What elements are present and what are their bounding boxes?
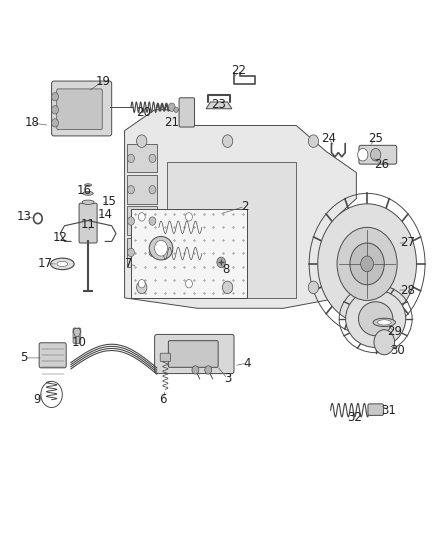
Circle shape: [223, 281, 233, 294]
Bar: [127, 144, 157, 173]
Circle shape: [337, 228, 397, 301]
Text: 13: 13: [16, 211, 31, 223]
Circle shape: [371, 149, 381, 161]
Circle shape: [168, 103, 175, 111]
Circle shape: [155, 240, 167, 256]
Text: 28: 28: [400, 284, 415, 296]
Ellipse shape: [57, 261, 68, 266]
Text: 14: 14: [98, 208, 113, 221]
FancyBboxPatch shape: [73, 328, 81, 343]
Circle shape: [205, 366, 212, 374]
Ellipse shape: [374, 330, 395, 355]
Bar: [127, 175, 157, 204]
Circle shape: [223, 135, 233, 148]
Circle shape: [52, 106, 58, 114]
FancyBboxPatch shape: [160, 353, 170, 361]
Circle shape: [350, 243, 384, 285]
Circle shape: [149, 248, 156, 256]
Bar: [167, 162, 296, 298]
Circle shape: [137, 135, 147, 148]
Ellipse shape: [149, 237, 173, 260]
Text: 22: 22: [231, 64, 246, 77]
Circle shape: [52, 93, 58, 101]
FancyBboxPatch shape: [368, 404, 383, 415]
FancyBboxPatch shape: [179, 98, 194, 127]
Text: 31: 31: [381, 403, 396, 417]
Circle shape: [360, 256, 374, 272]
Circle shape: [127, 154, 134, 163]
FancyBboxPatch shape: [168, 341, 218, 367]
Text: 11: 11: [81, 218, 95, 231]
Text: 3: 3: [224, 373, 231, 385]
Ellipse shape: [346, 290, 406, 348]
Polygon shape: [206, 102, 232, 109]
Ellipse shape: [85, 184, 92, 186]
Circle shape: [308, 281, 318, 294]
Ellipse shape: [358, 302, 393, 336]
Circle shape: [127, 248, 134, 256]
Polygon shape: [124, 110, 357, 308]
Text: 29: 29: [388, 325, 403, 338]
Text: 7: 7: [125, 257, 133, 270]
Text: 2: 2: [241, 200, 248, 213]
Text: 17: 17: [38, 257, 53, 270]
Text: 16: 16: [76, 184, 91, 197]
Circle shape: [174, 107, 178, 112]
Text: 12: 12: [53, 231, 68, 244]
FancyBboxPatch shape: [359, 146, 397, 164]
Text: 18: 18: [25, 116, 40, 130]
Text: 20: 20: [137, 106, 151, 119]
Bar: [131, 209, 247, 298]
Text: 21: 21: [164, 116, 179, 130]
Circle shape: [138, 279, 145, 288]
Text: 4: 4: [243, 357, 251, 369]
Circle shape: [308, 135, 318, 148]
Text: 6: 6: [159, 393, 167, 406]
Text: 10: 10: [72, 336, 87, 349]
Circle shape: [358, 149, 368, 161]
Ellipse shape: [373, 318, 396, 327]
Circle shape: [138, 213, 145, 221]
FancyBboxPatch shape: [155, 334, 234, 374]
Circle shape: [192, 366, 199, 374]
Text: 25: 25: [368, 132, 383, 145]
Circle shape: [186, 213, 192, 221]
FancyBboxPatch shape: [79, 203, 97, 243]
Ellipse shape: [83, 191, 93, 195]
Text: 32: 32: [347, 411, 362, 424]
Text: 23: 23: [212, 98, 226, 111]
Circle shape: [186, 279, 192, 288]
Bar: [127, 238, 157, 266]
Circle shape: [149, 185, 156, 194]
Circle shape: [52, 119, 58, 127]
Bar: [127, 206, 157, 235]
Text: 24: 24: [321, 132, 336, 145]
FancyBboxPatch shape: [52, 81, 112, 136]
FancyBboxPatch shape: [57, 89, 102, 130]
Circle shape: [149, 154, 156, 163]
Text: 27: 27: [400, 237, 415, 249]
Text: 5: 5: [20, 351, 28, 365]
Circle shape: [137, 281, 147, 294]
Circle shape: [127, 217, 134, 225]
Circle shape: [217, 257, 226, 268]
Circle shape: [149, 217, 156, 225]
Text: 15: 15: [102, 195, 117, 208]
Ellipse shape: [82, 200, 94, 205]
Text: 30: 30: [390, 344, 405, 357]
Text: 19: 19: [95, 75, 111, 87]
Text: 9: 9: [33, 393, 40, 406]
Text: 26: 26: [374, 158, 390, 171]
Circle shape: [127, 185, 134, 194]
Ellipse shape: [378, 320, 391, 325]
Circle shape: [318, 204, 417, 324]
Ellipse shape: [50, 258, 74, 270]
Text: 8: 8: [222, 263, 229, 276]
FancyBboxPatch shape: [39, 343, 66, 368]
